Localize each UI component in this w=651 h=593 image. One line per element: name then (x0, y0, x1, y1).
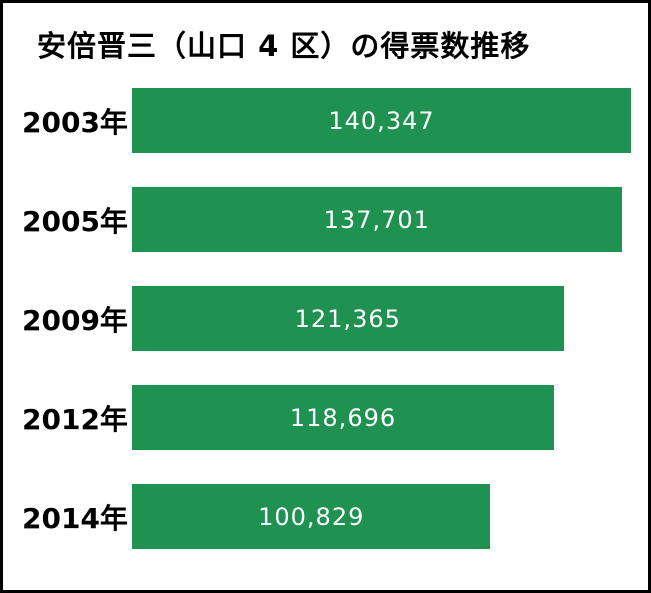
bar-track: 118,696 (132, 385, 631, 450)
category-label: 2014年 (22, 501, 128, 535)
category-label: 2003年 (22, 105, 128, 139)
bar-row-2012: 2012年 118,696 (20, 368, 631, 467)
bar-track: 100,829 (132, 484, 631, 549)
bar-value-label: 118,696 (289, 403, 397, 432)
bar-value-label: 140,347 (328, 106, 435, 135)
bar-track: 121,365 (132, 286, 631, 351)
category-label: 2009年 (22, 303, 128, 337)
bar-2003: 140,347 (132, 88, 631, 153)
bar-value-label: 137,701 (323, 205, 430, 234)
category-label: 2005年 (22, 204, 128, 238)
bar-track: 140,347 (132, 88, 631, 153)
bar-2012: 118,696 (132, 385, 555, 450)
bar-2009: 121,365 (132, 286, 564, 351)
bar-track: 137,701 (132, 187, 631, 252)
bar-row-2009: 2009年 121,365 (20, 269, 631, 368)
bar-value-label: 100,829 (258, 502, 365, 531)
bar-row-2003: 2003年 140,347 (20, 71, 631, 170)
category-label: 2012年 (22, 402, 128, 436)
bar-value-label: 121,365 (294, 304, 401, 333)
chart-title: 安倍晋三（山口 4 区）の得票数推移 (37, 29, 531, 63)
bar-row-2014: 2014年 100,829 (20, 467, 631, 566)
bar-chart: 2003年 140,347 2005年 137,701 2009年 121,36… (3, 69, 648, 566)
bar-row-2005: 2005年 137,701 (20, 170, 631, 269)
bar-2014: 100,829 (132, 484, 491, 549)
bar-2005: 137,701 (132, 187, 622, 252)
